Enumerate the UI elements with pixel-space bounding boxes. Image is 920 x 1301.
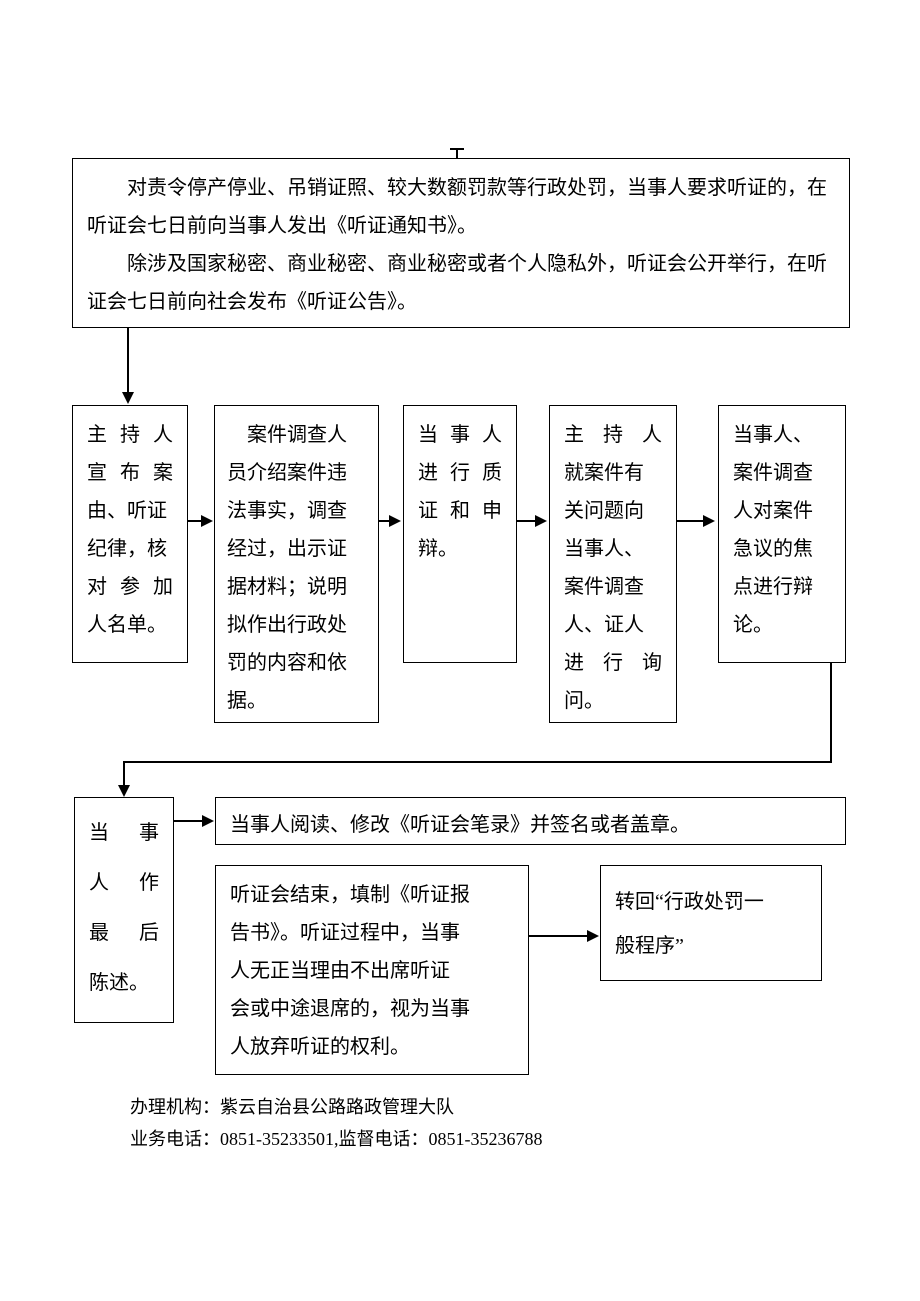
step4-box: 主持人 就案件有 关问题向 当事人、 案件调查 人、证人 进行询 问。 bbox=[549, 405, 677, 723]
step2-l6: 拟作出行政处 bbox=[227, 606, 366, 644]
conn-step3-step4 bbox=[517, 520, 537, 522]
arrow-step3-step4 bbox=[535, 515, 547, 527]
step4-l6: 人、证人 bbox=[564, 606, 662, 644]
step6-l2: 人作 bbox=[89, 858, 159, 908]
step2-l1: 案件调查人 bbox=[227, 416, 366, 454]
arrow-step4-step5 bbox=[703, 515, 715, 527]
step8-l3: 人无正当理由不出席听证 bbox=[230, 952, 514, 990]
step5-l5: 点进行辩 bbox=[733, 568, 831, 606]
connector-into-intro-cap bbox=[450, 148, 464, 150]
conn-step5-bend-h bbox=[123, 761, 832, 763]
step5-l6: 论。 bbox=[733, 606, 831, 644]
step9-box: 转回“行政处罚一 般程序” bbox=[600, 865, 822, 981]
step1-l6: 人名单。 bbox=[87, 606, 173, 644]
step8-l1: 听证会结束，填制《听证报 bbox=[230, 876, 514, 914]
step3-l1: 当事人 bbox=[418, 416, 502, 454]
intro-para2: 除涉及国家秘密、商业秘密、商业秘密或者个人隐私外，听证会公开举行，在听证会七日前… bbox=[87, 245, 835, 321]
intro-para1: 对责令停产停业、吊销证照、较大数额罚款等行政处罚，当事人要求听证的，在听证会七日… bbox=[87, 169, 835, 245]
step4-l7: 进行询 bbox=[564, 644, 662, 682]
arrow-intro-step1 bbox=[122, 392, 134, 404]
step5-box: 当事人、 案件调查 人对案件 急议的焦 点进行辩 论。 bbox=[718, 405, 846, 663]
step7-text: 当事人阅读、修改《听证会笔录》并签名或者盖章。 bbox=[230, 814, 690, 836]
conn-step6-step7 bbox=[174, 820, 204, 822]
step7-box: 当事人阅读、修改《听证会笔录》并签名或者盖章。 bbox=[215, 797, 846, 845]
conn-step5-bend-v bbox=[830, 663, 832, 763]
arrow-step6-step7 bbox=[202, 815, 214, 827]
step2-l5: 据材料；说明 bbox=[227, 568, 366, 606]
step6-l1: 当事 bbox=[89, 808, 159, 858]
conn-step4-step5 bbox=[677, 520, 705, 522]
step1-l2: 宣布案 bbox=[87, 454, 173, 492]
step5-l4: 急议的焦 bbox=[733, 530, 831, 568]
step2-l2: 员介绍案件违 bbox=[227, 454, 366, 492]
step1-l3: 由、听证 bbox=[87, 492, 173, 530]
step6-box: 当事 人作 最后 陈述。 bbox=[74, 797, 174, 1023]
footer-line1: 办理机构：紫云自治县公路路政管理大队 bbox=[130, 1093, 454, 1122]
step9-l1: 转回“行政处罚一 bbox=[615, 880, 807, 924]
arrow-step5-step6 bbox=[118, 785, 130, 797]
arrow-step2-step3 bbox=[389, 515, 401, 527]
step1-l4: 纪律，核 bbox=[87, 530, 173, 568]
step3-l4: 辩。 bbox=[418, 530, 502, 568]
step1-l1: 主持人 bbox=[87, 416, 173, 454]
step8-l5: 人放弃听证的权利。 bbox=[230, 1028, 514, 1066]
step5-l3: 人对案件 bbox=[733, 492, 831, 530]
step5-l2: 案件调查 bbox=[733, 454, 831, 492]
step4-l3: 关问题向 bbox=[564, 492, 662, 530]
conn-step5-bend-v2 bbox=[123, 761, 125, 787]
step2-l4: 经过，出示证 bbox=[227, 530, 366, 568]
footer-line2: 业务电话：0851-35233501,监督电话：0851-35236788 bbox=[130, 1125, 543, 1154]
step2-l3: 法事实，调查 bbox=[227, 492, 366, 530]
step8-box: 听证会结束，填制《听证报 告书》。听证过程中，当事 人无正当理由不出席听证 会或… bbox=[215, 865, 529, 1075]
intro-box: 对责令停产停业、吊销证照、较大数额罚款等行政处罚，当事人要求听证的，在听证会七日… bbox=[72, 158, 850, 328]
step2-box: 案件调查人 员介绍案件违 法事实，调查 经过，出示证 据材料；说明 拟作出行政处… bbox=[214, 405, 379, 723]
arrow-step1-step2 bbox=[201, 515, 213, 527]
step8-l2: 告书》。听证过程中，当事 bbox=[230, 914, 514, 952]
step4-l8: 问。 bbox=[564, 682, 662, 720]
step2-l8: 据。 bbox=[227, 682, 366, 720]
step1-box: 主持人 宣布案 由、听证 纪律，核 对参加 人名单。 bbox=[72, 405, 188, 663]
step6-l4: 陈述。 bbox=[89, 958, 159, 1008]
step3-l3: 证和申 bbox=[418, 492, 502, 530]
arrow-step8-step9 bbox=[587, 930, 599, 942]
step4-l5: 案件调查 bbox=[564, 568, 662, 606]
step4-l1: 主持人 bbox=[564, 416, 662, 454]
connector-intro-step1 bbox=[127, 328, 129, 394]
step2-l7: 罚的内容和依 bbox=[227, 644, 366, 682]
step1-l5: 对参加 bbox=[87, 568, 173, 606]
step5-l1: 当事人、 bbox=[733, 416, 831, 454]
conn-step8-step9 bbox=[529, 935, 589, 937]
step8-l4: 会或中途退席的，视为当事 bbox=[230, 990, 514, 1028]
step4-l2: 就案件有 bbox=[564, 454, 662, 492]
step3-box: 当事人 进行质 证和申 辩。 bbox=[403, 405, 517, 663]
step9-l2: 般程序” bbox=[615, 924, 807, 968]
step6-l3: 最后 bbox=[89, 908, 159, 958]
step4-l4: 当事人、 bbox=[564, 530, 662, 568]
step3-l2: 进行质 bbox=[418, 454, 502, 492]
